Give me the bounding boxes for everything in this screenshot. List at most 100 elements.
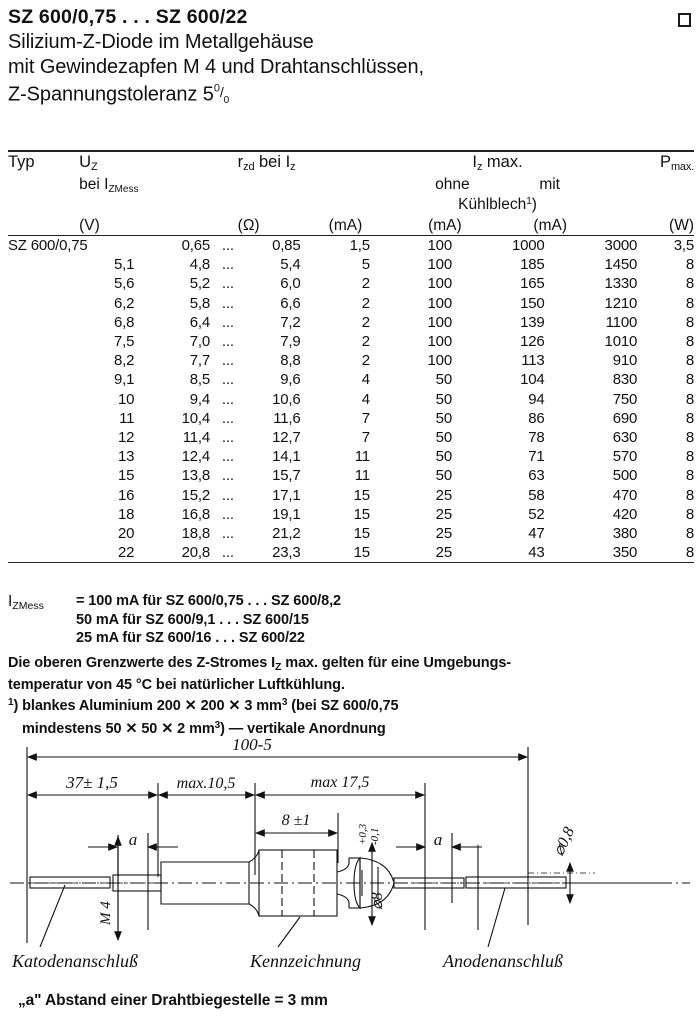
unit-mit: (mA): [533, 217, 567, 234]
cell-rzd: 15: [353, 525, 370, 543]
cell-uz-min: 0,65: [181, 237, 211, 254]
cell-uz-max: 23,3: [272, 544, 301, 562]
heatsink-note-line-2: mindestens 50 ✕ 50 ✕ 2 mm3) — vertikale …: [22, 720, 694, 741]
cell-pmax: 8: [685, 525, 694, 543]
diode-outline-drawing: 100-5 37± 1,5 max.10,5 max 17,5 8 ±1 a a…: [10, 735, 690, 971]
subtitle-line-3: Z-Spannungstoleranz 50/0: [8, 80, 692, 114]
cell-range-dots: ...: [221, 544, 234, 562]
header-uz-bei-subscript: ZMess: [108, 184, 139, 195]
percent-denominator: 0: [223, 95, 230, 107]
cell-izmax-ohne: 47: [528, 525, 545, 543]
cell-pmax: 8: [685, 544, 694, 562]
cell-typ: 6,8: [113, 313, 135, 331]
header-typ: Typ: [8, 152, 79, 217]
cell-rzd: 1,5: [349, 237, 370, 254]
cell-typ: 6,2: [113, 294, 135, 312]
header-typ-label: Typ: [8, 153, 35, 171]
cell-range-dots: ...: [221, 486, 234, 504]
table-row: 7,5 7,0... 7,9 2 100 126 1010 8: [8, 332, 694, 351]
cell-rzd: 4: [361, 390, 370, 408]
subtitle-line-2: mit Gewindezapfen M 4 und Drahtanschlüss…: [8, 56, 424, 78]
cell-izmax-ohne: 71: [528, 448, 545, 466]
cell-uz-min: 5,2: [189, 275, 210, 293]
cell-izmax-ohne: 1000: [511, 237, 545, 254]
table-row: 6,2 5,8... 6,6 2 100 150 1210 8: [8, 294, 694, 313]
table-row: 8,2 7,7... 8,8 2 100 113 910 8: [8, 351, 694, 370]
cell-izmax-ohne: 150: [520, 294, 545, 312]
cell-izmax-mit: 1330: [604, 275, 638, 293]
unit-rzd: (Ω): [237, 217, 260, 234]
heatsink-note-exp2: 3: [214, 720, 221, 731]
cell-pmax: 8: [685, 390, 694, 408]
cell-rzd: 4: [361, 371, 370, 389]
heatsink-note-line-1: 1) blankes Aluminium 200 ✕ 200 ✕ 3 mm3 (…: [8, 697, 694, 718]
cell-uz-max: 9,6: [280, 371, 301, 389]
cell-uz-min: 7,7: [189, 352, 210, 370]
cell-izmax-mit: 380: [612, 525, 638, 543]
table-row: 16 15,2... 17,1 15 25 58 470 8: [8, 486, 694, 505]
cell-typ: 11: [119, 409, 135, 427]
unit-uz: (V): [79, 217, 100, 234]
header-rzd-symbol: r: [237, 153, 244, 171]
cell-uz-max: 15,7: [272, 467, 301, 485]
table-row: 10 9,4... 10,6 4 50 94 750 8: [8, 390, 694, 409]
cell-uz-min: 16,8: [181, 505, 211, 523]
cell-uz-min: 18,8: [181, 525, 211, 543]
table-header-row: Typ UZ bei IZMess rzd bei Iz Iz max. ohn…: [8, 152, 694, 217]
table-row: 11 10,4... 11,6 7 50 86 690 8: [8, 409, 694, 428]
cell-rzd: 2: [361, 294, 370, 312]
cell-uz-min: 11,4: [182, 429, 210, 447]
header-uz-symbol: U: [79, 153, 92, 171]
table-row: 6,8 6,4... 7,2 2 100 139 1100 8: [8, 313, 694, 332]
cell-typ: 10: [117, 390, 135, 408]
cell-typ: 8,2: [113, 352, 135, 370]
cell-pmax: 8: [685, 371, 694, 389]
cell-iz: 50: [435, 371, 452, 389]
cell-typ: 5,1: [113, 256, 135, 274]
header-rzd-subscript: zd: [243, 161, 255, 173]
percent-glyph: 0/0: [214, 82, 229, 106]
cell-izmax-ohne: 52: [528, 505, 545, 523]
header-kuehlblech: Kühlblech: [458, 196, 527, 213]
heatsink-note-exp1: 3: [281, 696, 288, 708]
temperature-note-line-1: Die oberen Grenzwerte des Z-Stromes IZ m…: [8, 654, 694, 674]
cell-izmax-mit: 1210: [604, 294, 638, 312]
cell-iz: 100: [427, 352, 453, 370]
cell-uz-max: 10,6: [272, 390, 301, 408]
cell-pmax: 8: [685, 275, 694, 293]
heatsink-note-text2: mindestens 50 ✕ 50 ✕ 2 mm: [22, 721, 215, 737]
cell-izmax-mit: 1100: [605, 313, 638, 331]
cell-typ: 7,5: [113, 333, 135, 351]
cell-range-dots: ...: [221, 467, 234, 485]
temperature-note-part2: max. gelten für eine Umgebungs-: [281, 654, 512, 671]
heatsink-note-rest2: ) — vertikale Anordnung: [220, 721, 386, 737]
header-rzd: rzd bei Iz: [238, 152, 393, 217]
cell-range-dots: ...: [221, 409, 234, 427]
izmess-line-2: 50 mA für SZ 600/9,1 . . . SZ 600/15: [76, 611, 309, 628]
dim-max175-label: max 17,5: [311, 774, 370, 791]
cell-izmax-ohne: 139: [520, 313, 545, 331]
cell-uz-min: 4,8: [189, 256, 210, 274]
cell-pmax: 8: [685, 294, 694, 312]
dim-diam8-label: ⌀8: [369, 892, 386, 910]
cell-izmax-mit: 1450: [604, 256, 638, 274]
cell-izmax-mit: 910: [612, 352, 638, 370]
cell-iz: 100: [427, 333, 453, 351]
spec-table-container: Typ UZ bei IZMess rzd bei Iz Iz max. ohn…: [8, 150, 694, 564]
cell-pmax: 8: [685, 333, 694, 351]
cell-pmax: 8: [685, 486, 694, 504]
cell-rzd: 2: [361, 275, 370, 293]
header-uz-subscript: Z: [91, 161, 98, 173]
cell-uz-min: 6,4: [189, 313, 210, 331]
cell-izmax-mit: 500: [612, 467, 638, 485]
temperature-note-part1: Die oberen Grenzwerte des Z-Stromes I: [8, 654, 276, 671]
label-cathode: Katodenanschluß: [11, 951, 138, 971]
cell-iz: 100: [427, 256, 453, 274]
cell-typ: 22: [117, 544, 135, 562]
cell-pmax: 8: [685, 429, 694, 447]
cell-iz: 25: [435, 525, 452, 543]
header-izmax-subscript: z: [477, 161, 483, 173]
cell-pmax: 8: [685, 467, 694, 485]
cell-rzd: 2: [361, 352, 370, 370]
dim-8pm1-label: 8 ±1: [282, 812, 311, 829]
